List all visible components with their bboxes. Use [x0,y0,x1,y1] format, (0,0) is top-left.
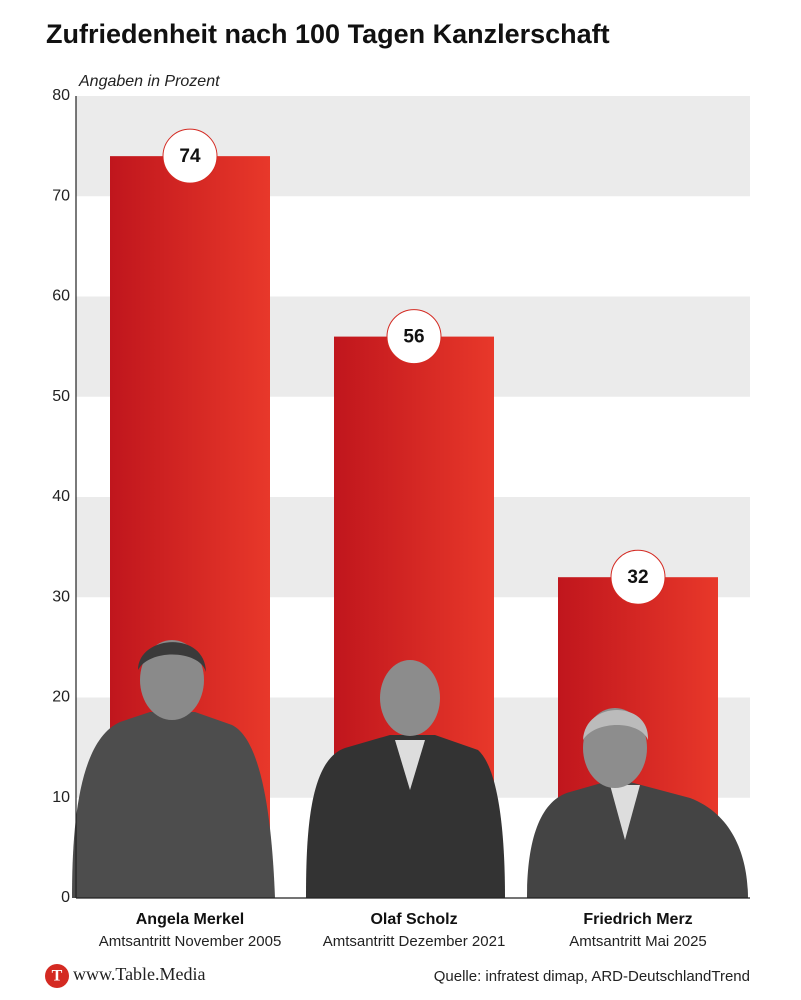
y-tick-label: 0 [61,889,70,906]
chart-title: Zufriedenheit nach 100 Tagen Kanzlerscha… [46,19,610,49]
value-label-bubble [162,128,218,184]
y-tick-label: 80 [52,87,70,104]
y-tick-label: 70 [52,187,70,204]
y-tick-label: 10 [52,789,70,806]
value-label-bubble [386,309,442,365]
photo [306,735,505,898]
photo [610,785,640,840]
value-label: 32 [627,567,648,588]
brand-logo: T [52,968,63,985]
x-tick-note: Amtsantritt Mai 2025 [569,933,707,950]
photo [380,660,440,736]
x-tick-note: Amtsantritt November 2005 [99,933,282,950]
x-tick-label: Olaf Scholz [370,911,457,928]
source: Quelle: infratest dimap, ARD-Deutschland… [434,968,750,985]
y-tick-label: 30 [52,588,70,605]
photo [527,782,748,898]
y-tick-label: 40 [52,488,70,505]
brand: www.Table.Media [73,964,206,984]
x-tick-label: Angela Merkel [136,911,244,928]
x-tick-label: Friedrich Merz [583,911,692,928]
y-tick-label: 50 [52,388,70,405]
photo [140,640,204,720]
x-tick-note: Amtsantritt Dezember 2021 [323,933,506,950]
y-tick-label: 20 [52,689,70,706]
value-label: 56 [403,327,424,348]
chart-subtitle: Angaben in Prozent [78,73,220,90]
photos [72,640,748,898]
brand-logo-circle [45,964,69,988]
y-tick-label: 60 [52,288,70,305]
photo [72,712,275,898]
value-labels: 74 56 32 [162,128,666,605]
photo [583,710,649,740]
photo [395,740,425,790]
value-label-bubble [610,549,666,605]
value-label: 74 [179,146,201,167]
photo [138,642,206,672]
